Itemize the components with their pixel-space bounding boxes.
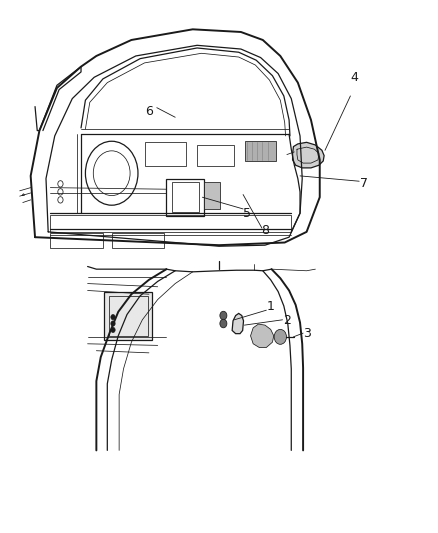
- Text: 1: 1: [267, 300, 275, 313]
- Bar: [204, 182, 220, 209]
- Circle shape: [111, 314, 115, 320]
- Circle shape: [111, 327, 115, 333]
- Text: 7: 7: [360, 177, 367, 190]
- Bar: [109, 296, 148, 336]
- Bar: [197, 145, 234, 166]
- Text: 4: 4: [351, 71, 359, 84]
- Text: 5: 5: [244, 207, 251, 220]
- Bar: [112, 233, 164, 248]
- Bar: [245, 141, 276, 161]
- Text: 2: 2: [283, 314, 291, 327]
- Circle shape: [220, 311, 227, 320]
- Bar: [172, 182, 199, 212]
- Polygon shape: [251, 324, 274, 348]
- Bar: [104, 292, 152, 340]
- Circle shape: [111, 321, 115, 326]
- Bar: [50, 215, 291, 232]
- Polygon shape: [293, 142, 324, 168]
- Bar: [166, 179, 204, 216]
- Text: 8: 8: [261, 224, 269, 237]
- Bar: [50, 233, 103, 248]
- Circle shape: [220, 319, 227, 328]
- Text: 6: 6: [145, 106, 153, 118]
- Text: 3: 3: [303, 327, 311, 340]
- Polygon shape: [232, 313, 244, 334]
- Bar: [145, 142, 186, 166]
- Circle shape: [274, 329, 286, 344]
